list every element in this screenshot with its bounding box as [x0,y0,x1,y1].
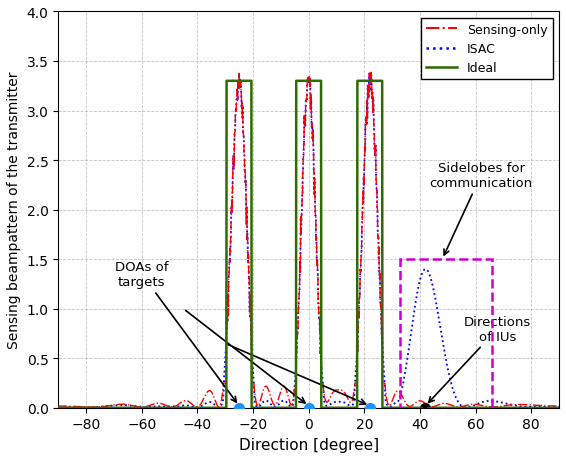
Sensing-only [541,403,548,409]
Ideal [55,405,62,411]
Line: Sensing-only: Sensing-only [58,73,559,407]
Sensing-only [449,403,456,409]
Sensing-only [299,200,306,206]
Sensing-only [285,396,292,402]
Ideal [541,405,548,411]
ISAC [299,200,306,206]
Text: Sidelobes for
communication: Sidelobes for communication [430,162,533,255]
ISAC [285,402,292,408]
Sensing-only [542,403,548,409]
Line: Ideal: Ideal [58,82,559,408]
Ideal [285,405,292,411]
Sensing-only [80,404,87,410]
ISAC [55,404,62,410]
ISAC [368,70,375,76]
Bar [401,260,492,408]
Y-axis label: Sensing beampattern of the transmitter: Sensing beampattern of the transmitter [7,72,21,348]
Sensing-only [556,403,563,409]
Text: DOAs of
targets: DOAs of targets [115,260,237,402]
Sensing-only [55,403,62,409]
Text: Directions
of IUs: Directions of IUs [428,315,531,403]
Ideal [449,405,456,411]
ISAC [541,404,548,410]
Legend: Sensing-only, ISAC, Ideal: Sensing-only, ISAC, Ideal [421,19,553,80]
ISAC [556,404,563,410]
Ideal [223,79,230,84]
Ideal [80,405,87,411]
Sensing-only [138,404,145,410]
ISAC [194,405,200,410]
Ideal [299,79,306,84]
Ideal [541,405,548,411]
Ideal [556,405,563,411]
Line: ISAC: ISAC [58,73,559,408]
ISAC [542,404,548,410]
ISAC [449,387,456,393]
Sensing-only [368,70,375,76]
X-axis label: Direction [degree]: Direction [degree] [239,437,379,452]
ISAC [80,405,87,410]
